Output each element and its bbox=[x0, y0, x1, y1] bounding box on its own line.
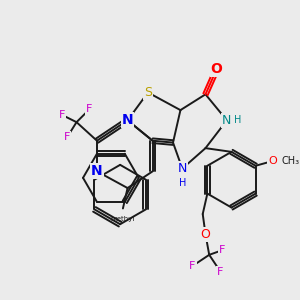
Text: S: S bbox=[144, 86, 152, 99]
Text: O: O bbox=[211, 62, 223, 76]
Text: N: N bbox=[122, 113, 134, 127]
Text: H: H bbox=[178, 178, 186, 188]
Text: F: F bbox=[64, 132, 70, 142]
Text: F: F bbox=[58, 110, 65, 120]
Text: F: F bbox=[86, 104, 93, 114]
Text: F: F bbox=[189, 261, 196, 271]
Text: N: N bbox=[91, 164, 103, 178]
Text: methyl: methyl bbox=[111, 216, 135, 222]
Text: N: N bbox=[222, 114, 232, 127]
Text: O: O bbox=[201, 228, 210, 241]
Text: O: O bbox=[268, 156, 277, 166]
Text: H: H bbox=[234, 115, 242, 125]
Text: N: N bbox=[178, 162, 187, 175]
Text: CH₃: CH₃ bbox=[281, 156, 300, 166]
Text: F: F bbox=[219, 245, 225, 255]
Text: F: F bbox=[217, 266, 224, 277]
